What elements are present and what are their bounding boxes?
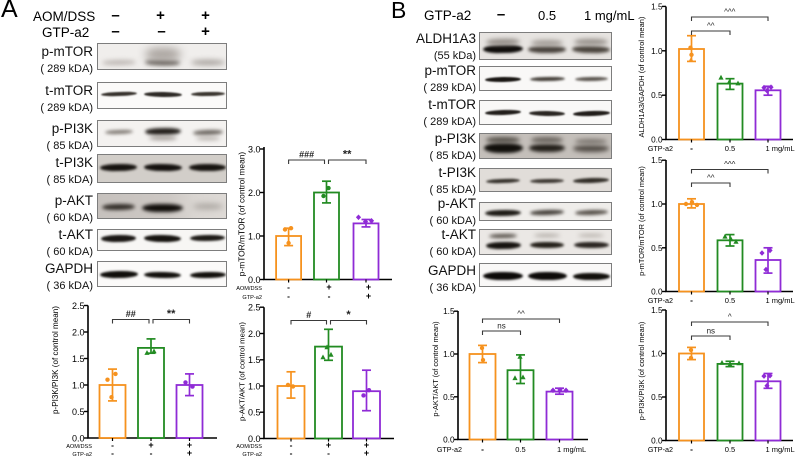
svg-text:ns: ns xyxy=(707,327,715,336)
svg-text:-: - xyxy=(327,448,330,458)
svg-text:1 mg/mL: 1 mg/mL xyxy=(557,445,586,454)
svg-text:*: * xyxy=(346,309,351,321)
svg-text:0.5: 0.5 xyxy=(515,445,525,454)
svg-text:##: ## xyxy=(126,309,136,319)
svg-text:-: - xyxy=(111,440,114,450)
svg-text:ALDH1A3/GAPDH (of control mean: ALDH1A3/GAPDH (of control mean) xyxy=(637,16,646,137)
svg-text:1 mg/mL: 1 mg/mL xyxy=(766,296,795,305)
svg-text:0.0: 0.0 xyxy=(443,436,455,445)
svg-text:0.0: 0.0 xyxy=(651,136,663,145)
svg-text:1.0: 1.0 xyxy=(72,380,85,390)
svg-text:1 mg/mL: 1 mg/mL xyxy=(766,144,795,153)
svg-text:+: + xyxy=(326,282,331,292)
svg-text:2.0: 2.0 xyxy=(72,327,85,337)
svg-text:1.5: 1.5 xyxy=(651,306,663,315)
svg-text:^^: ^^ xyxy=(707,174,715,183)
svg-text:2.0: 2.0 xyxy=(248,329,261,339)
svg-text:GTP-a2: GTP-a2 xyxy=(648,144,673,153)
svg-text:AOM/DSS: AOM/DSS xyxy=(236,444,262,450)
svg-text:1.0: 1.0 xyxy=(443,350,455,359)
svg-text:-: - xyxy=(290,440,293,450)
svg-text:+: + xyxy=(364,448,369,458)
svg-text:+: + xyxy=(187,440,192,450)
svg-text:-: - xyxy=(287,282,290,292)
svg-text:GTP-a2: GTP-a2 xyxy=(648,445,673,454)
svg-text:GTP-a2: GTP-a2 xyxy=(242,452,262,458)
svg-text:+: + xyxy=(366,282,371,292)
svg-text:1.0: 1.0 xyxy=(248,231,261,241)
svg-text:0.5: 0.5 xyxy=(248,408,261,418)
svg-text:0.5: 0.5 xyxy=(651,91,663,100)
svg-text:#: # xyxy=(306,310,311,320)
svg-text:1.5: 1.5 xyxy=(248,355,261,365)
svg-text:3.0: 3.0 xyxy=(248,144,261,154)
svg-text:-: - xyxy=(328,291,331,301)
svg-text:0.0: 0.0 xyxy=(248,275,261,285)
svg-text:p-mTOR/mTOR (of control mean): p-mTOR/mTOR (of control mean) xyxy=(237,152,247,277)
svg-text:+: + xyxy=(187,448,192,458)
svg-text:GTP-a2: GTP-a2 xyxy=(72,452,92,458)
svg-text:+: + xyxy=(364,440,369,450)
svg-text:1.0: 1.0 xyxy=(248,381,261,391)
svg-text:^: ^ xyxy=(728,313,732,322)
svg-text:0.5: 0.5 xyxy=(725,296,735,305)
svg-text:**: ** xyxy=(167,308,176,320)
svg-text:1.5: 1.5 xyxy=(651,2,663,11)
svg-text:GTP-a2: GTP-a2 xyxy=(648,296,673,305)
svg-text:-: - xyxy=(481,444,484,454)
svg-text:0.5: 0.5 xyxy=(443,393,455,402)
svg-text:GTP-a2: GTP-a2 xyxy=(437,445,462,454)
svg-text:-: - xyxy=(150,448,153,458)
svg-text:^^: ^^ xyxy=(517,310,525,319)
svg-text:^^^: ^^^ xyxy=(724,160,736,169)
svg-text:0.0: 0.0 xyxy=(651,437,663,446)
svg-text:1.0: 1.0 xyxy=(651,200,663,209)
svg-text:p-PI3K/PI3K (of control mean): p-PI3K/PI3K (of control mean) xyxy=(51,306,60,414)
svg-text:2.5: 2.5 xyxy=(248,303,261,313)
svg-text:0.0: 0.0 xyxy=(651,288,663,297)
svg-text:+: + xyxy=(366,291,371,301)
svg-text:^^: ^^ xyxy=(707,22,715,31)
svg-text:-: - xyxy=(290,448,293,458)
svg-text:0.5: 0.5 xyxy=(651,393,663,402)
svg-text:+: + xyxy=(326,440,331,450)
svg-text:0.5: 0.5 xyxy=(651,244,663,253)
svg-text:###: ### xyxy=(299,150,314,160)
svg-text:1 mg/mL: 1 mg/mL xyxy=(766,445,795,454)
svg-text:**: ** xyxy=(343,149,352,161)
svg-text:1.5: 1.5 xyxy=(72,354,85,364)
svg-text:0.5: 0.5 xyxy=(725,445,735,454)
svg-text:1.0: 1.0 xyxy=(651,350,663,359)
svg-text:1.5: 1.5 xyxy=(443,307,455,316)
svg-text:ns: ns xyxy=(497,322,505,331)
svg-text:AOM/DSS: AOM/DSS xyxy=(66,444,92,450)
svg-text:AOM/DSS: AOM/DSS xyxy=(236,286,262,292)
svg-text:^^^: ^^^ xyxy=(724,8,736,17)
svg-text:p-mTOR/mTOR (of control mean): p-mTOR/mTOR (of control mean) xyxy=(637,166,646,276)
svg-text:-: - xyxy=(287,291,290,301)
svg-text:0.0: 0.0 xyxy=(248,434,261,444)
svg-text:2.5: 2.5 xyxy=(72,301,85,311)
svg-text:GTP-a2: GTP-a2 xyxy=(242,295,262,301)
svg-text:-: - xyxy=(111,448,114,458)
svg-text:-: - xyxy=(690,143,693,153)
svg-text:+: + xyxy=(148,440,153,450)
svg-text:0.5: 0.5 xyxy=(72,407,85,417)
svg-text:-: - xyxy=(690,295,693,305)
svg-text:2.0: 2.0 xyxy=(248,188,261,198)
svg-text:p-AKT/AKT (of control mean): p-AKT/AKT (of control mean) xyxy=(238,322,247,421)
svg-text:1.0: 1.0 xyxy=(651,47,663,56)
svg-text:0.5: 0.5 xyxy=(725,144,735,153)
svg-text:-: - xyxy=(690,444,693,454)
svg-text:1.5: 1.5 xyxy=(651,156,663,165)
svg-text:0.0: 0.0 xyxy=(72,433,85,443)
svg-text:p-PI3K/PI3K (of control mean): p-PI3K/PI3K (of control mean) xyxy=(637,322,646,421)
svg-text:p-AKT/AKT (of control mean): p-AKT/AKT (of control mean) xyxy=(431,321,440,416)
